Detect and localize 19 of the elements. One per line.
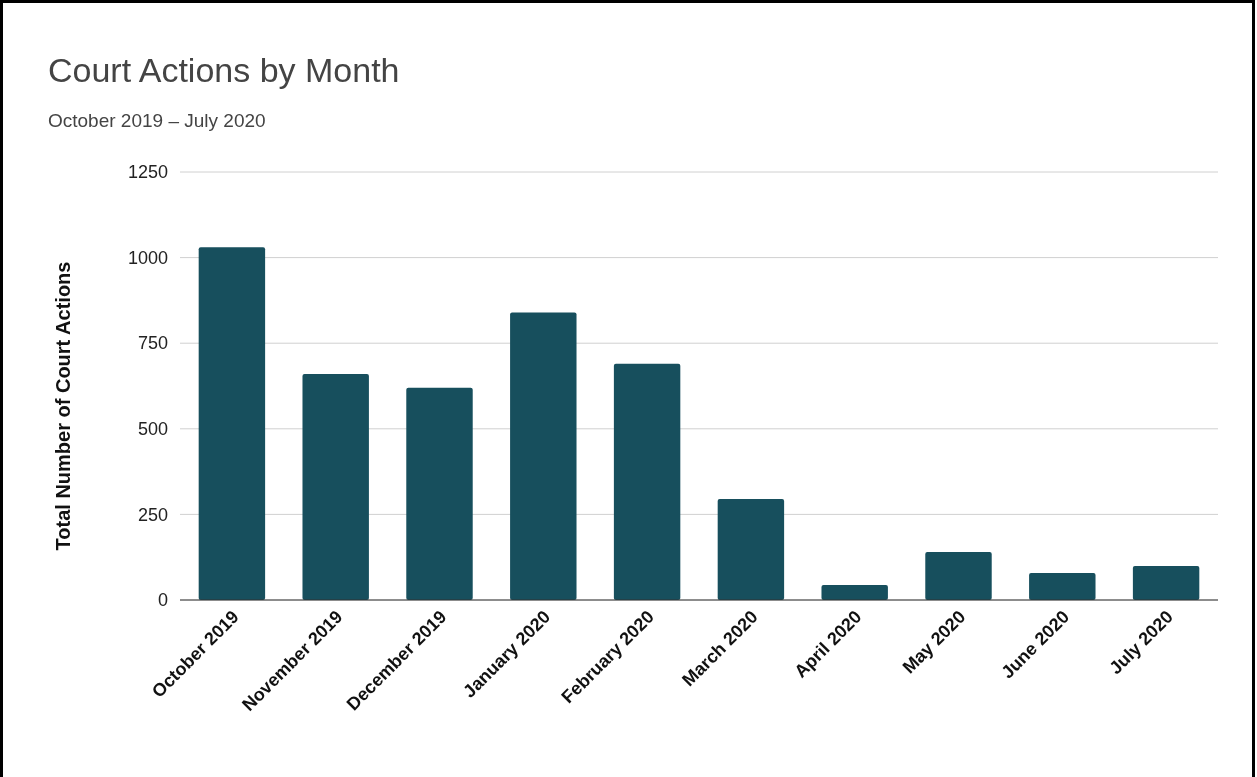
bar [925,552,992,600]
chart-subtitle: October 2019 – July 2020 [48,110,266,131]
y-tick-label: 1250 [127,162,168,183]
bar [717,498,785,600]
y-tick-label: 500 [137,419,168,440]
y-tick-label: 1000 [127,247,168,268]
y-tick-label: 0 [157,590,168,611]
y-tick-label: 750 [137,333,168,354]
chart-title: Court Actions by Month [48,51,400,89]
y-tick-label: 250 [137,504,168,525]
bar [510,312,577,600]
y-axis-title: Total Number of Court Actions [52,261,74,551]
bar [198,247,266,600]
bar [613,363,681,600]
bar [821,584,888,600]
bar [302,374,369,600]
bar [1132,566,1200,600]
bar [1029,572,1096,600]
bar [406,387,473,600]
